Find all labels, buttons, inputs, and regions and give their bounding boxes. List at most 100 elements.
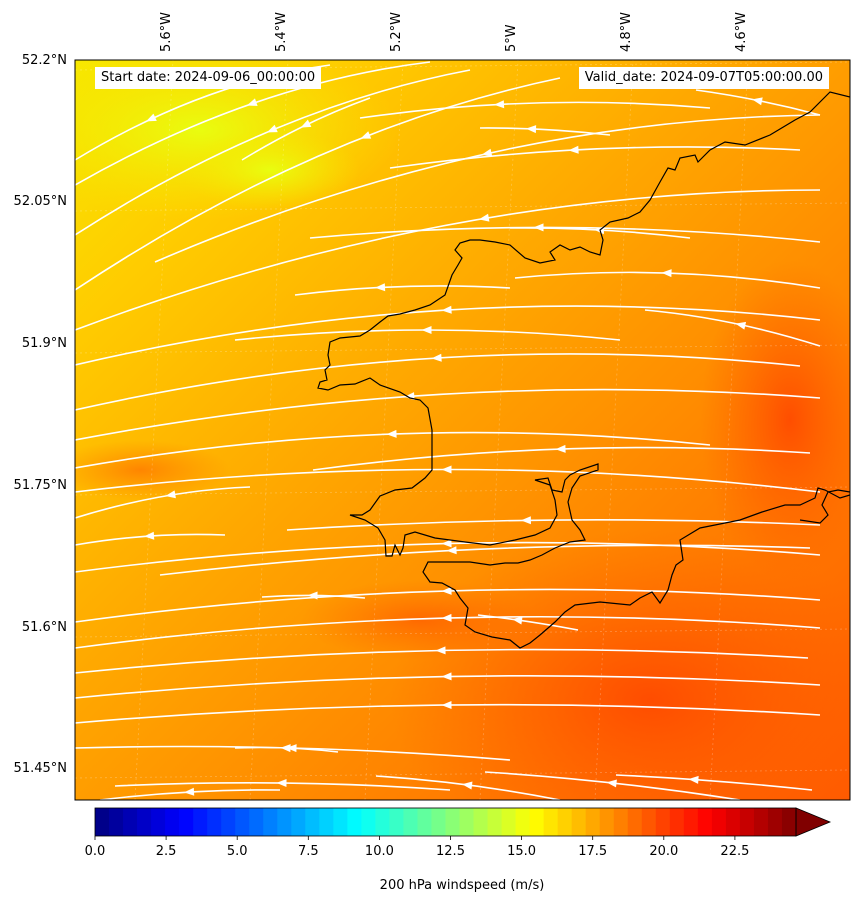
parallel-line [75, 202, 850, 212]
meridian-line [364, 60, 404, 800]
colorbar-swatch [501, 808, 517, 836]
streamline-arrow [165, 490, 176, 499]
meridian-line [134, 60, 174, 800]
longitude-tick-label: 5.2°W [389, 12, 404, 52]
colorbar-swatch [305, 808, 320, 836]
colorbar-tick-label: 2.5 [156, 844, 177, 859]
streamline-arrow [441, 613, 452, 622]
longitude-tick-label: 5°W [504, 24, 519, 52]
colorbar-swatch [221, 808, 236, 836]
streamline-arrow [300, 119, 312, 128]
streamline [75, 388, 821, 441]
streamline-arrow [555, 444, 566, 453]
colorbar-swatch [725, 808, 741, 836]
longitude-tick-label: 4.6°W [734, 12, 749, 52]
colorbar-swatch [277, 808, 292, 836]
streamline-arrow [441, 465, 452, 474]
parallel-line [75, 486, 850, 496]
colorbar-swatch [431, 808, 447, 836]
streamline-arrow [494, 100, 505, 109]
streamline-arrow [276, 779, 287, 788]
latitude-tick-label: 52.05°N [14, 194, 67, 209]
coastline [317, 91, 850, 649]
colorbar-swatch [627, 808, 643, 836]
colorbar-swatch [347, 808, 362, 836]
colorbar-swatch [599, 808, 615, 836]
streamline [479, 127, 611, 136]
streamline-arrow [184, 787, 195, 796]
colorbar-swatch [375, 808, 391, 836]
streamline-arrow [735, 321, 747, 330]
colorbar-swatch [445, 808, 461, 836]
streamline-arrow [146, 113, 157, 122]
latitude-tick-label: 51.9°N [22, 336, 67, 351]
latitude-tick-labels: 52.2°N 52.05°N 51.9°N 51.75°N 51.6°N 51.45°N [14, 53, 67, 776]
colorbar-swatch [683, 808, 699, 836]
colorbar-swatch [697, 808, 713, 836]
colorbar-swatch [529, 808, 545, 836]
colorbar-tick-label: 5.0 [227, 844, 248, 859]
colorbar-swatch [571, 808, 587, 836]
parallel-line [75, 61, 850, 71]
colorbar-tick-label: 22.5 [720, 844, 749, 859]
colorbar-swatch [95, 808, 110, 836]
colorbar-swatch [585, 808, 601, 836]
meridian-line [249, 60, 289, 800]
colorbar-swatch [249, 808, 264, 836]
colorbar-swatch [235, 808, 250, 836]
colorbar-swatch [291, 808, 306, 836]
longitude-tick-label: 5.6°W [159, 12, 174, 52]
streamline-arrow [661, 269, 672, 278]
windspeed-field [75, 60, 850, 800]
colorbar-swatch [669, 808, 685, 836]
colorbar-swatch [487, 808, 503, 836]
streamline [75, 77, 561, 291]
streamline [159, 544, 811, 576]
colorbar-swatch [473, 808, 489, 836]
streamline-arrow [431, 353, 442, 362]
streamline-arrow [266, 124, 278, 133]
colorbar-swatch [613, 808, 629, 836]
meridian-line [709, 60, 749, 800]
meridian-line [594, 60, 634, 800]
longitude-tick-labels: 5.6°W 5.4°W 5.2°W 5°W 4.8°W 4.6°W [159, 12, 749, 52]
colorbar-tick-label: 10.0 [365, 844, 394, 859]
graticule [75, 60, 850, 800]
streamline [615, 774, 813, 791]
streamline-arrow [421, 326, 432, 334]
colorbar-swatch [739, 808, 755, 836]
colorbar-swatch [123, 808, 138, 836]
streamline [477, 614, 579, 631]
parallel-line [75, 344, 850, 354]
colorbar-swatch [109, 808, 124, 836]
colorbar-swatch [417, 808, 433, 836]
streamline [644, 309, 821, 347]
colorbar-swatch [543, 808, 559, 836]
streamline-arrow [246, 98, 258, 106]
streamline [309, 226, 821, 243]
streamline-arrow [446, 546, 457, 555]
colorbar-tick-label: 20.0 [649, 844, 678, 859]
colorbar-swatch [459, 808, 475, 836]
longitude-tick-label: 4.8°W [619, 12, 634, 52]
colorbar-swatch [179, 808, 194, 836]
colorbar-swatch [151, 808, 166, 836]
colorbar: 0.0 2.5 5.0 7.5 10.0 12.5 15.0 17.5 20.0 22.5 [85, 807, 832, 859]
streamline [75, 486, 251, 519]
colorbar-swatch [319, 808, 334, 836]
colorbar-swatch [207, 808, 222, 836]
longitude-tick-label: 5.4°W [274, 12, 289, 52]
meridian-line [479, 60, 519, 800]
colorbar-swatch [193, 808, 208, 836]
colorbar-swatch [753, 808, 769, 836]
valid-date-label: Valid_date: 2024-09-07T05:00:00.00 [578, 67, 829, 89]
parallel-line [75, 769, 850, 779]
streamline [286, 518, 821, 531]
streamline [389, 146, 801, 169]
colorbar-swatch [767, 808, 783, 836]
colorbar-swatch [781, 808, 797, 836]
streamline-arrow [360, 131, 372, 139]
colorbar-swatch [557, 808, 573, 836]
streamline-arrow [435, 646, 446, 655]
